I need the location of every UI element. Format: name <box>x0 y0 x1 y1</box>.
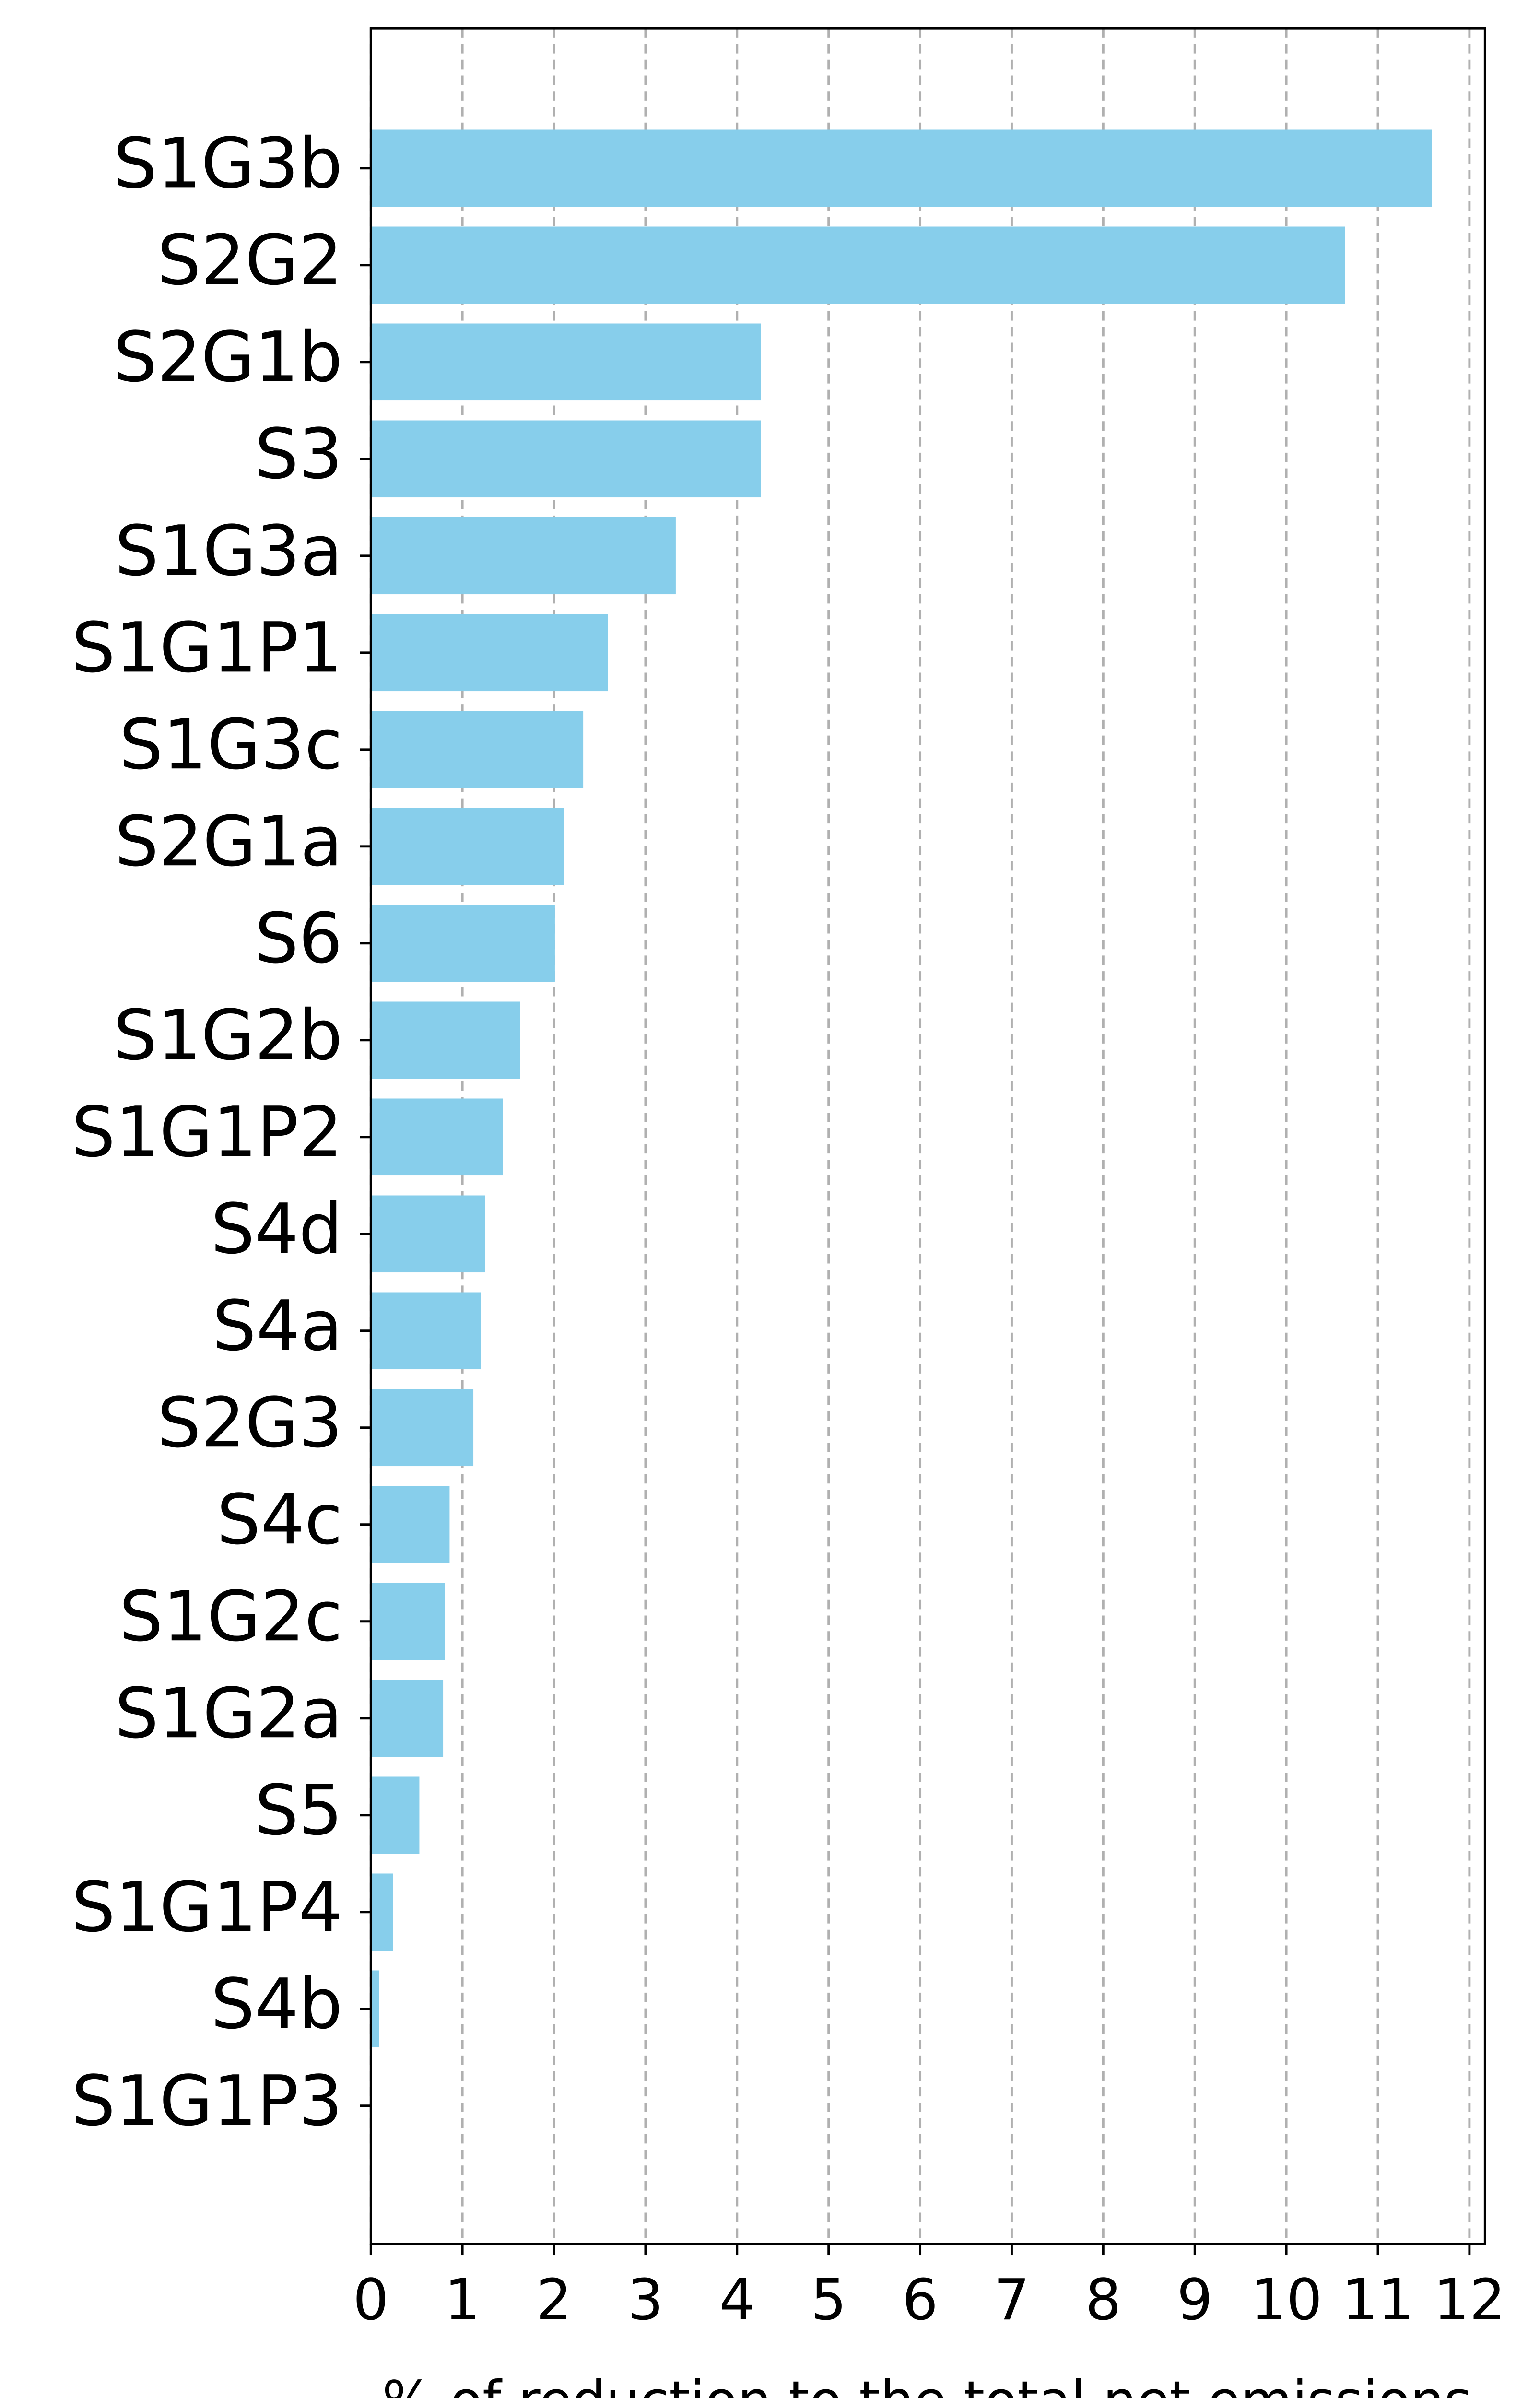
bar <box>371 226 1345 304</box>
bar <box>371 711 584 788</box>
bar <box>371 1583 445 1660</box>
bar <box>371 1292 481 1370</box>
bar <box>371 1680 444 1757</box>
bar <box>371 1970 379 2048</box>
y-tick-label: S2G1a <box>115 801 342 882</box>
plot-area: 0 1 2 3 4 5 6 7 8 9 10 11 12S1G3bS2G2S2G1bS3S1G3aS1G… <box>71 27 1505 2333</box>
bar <box>371 1098 503 1176</box>
bar <box>371 1776 420 1854</box>
y-tick-label: S1G1P4 <box>71 1867 342 1947</box>
y-tick-label: S1G1P2 <box>71 1092 342 1172</box>
bar <box>371 614 608 692</box>
y-tick-label: S4c <box>217 1479 342 1560</box>
x-tick-label: 6 <box>902 2267 938 2333</box>
x-tick-label: 8 <box>1085 2267 1121 2333</box>
x-tick-label: 7 <box>994 2267 1030 2333</box>
y-tick-label: S6 <box>255 898 342 978</box>
y-tick-label: S1G2a <box>115 1673 342 1753</box>
x-tick-label: 9 <box>1177 2267 1213 2333</box>
x-axis-label: % of reduction to the total net emission… <box>382 2370 1472 2398</box>
bar <box>371 323 761 401</box>
plot-frame <box>369 27 1486 2245</box>
x-tick-label: 3 <box>627 2267 663 2333</box>
bar <box>371 1195 485 1273</box>
x-tick-label: 5 <box>811 2267 846 2333</box>
bar <box>371 1389 474 1467</box>
bar <box>371 1001 520 1079</box>
y-tick-label: S1G1P3 <box>71 2060 342 2141</box>
y-tick-label: S1G3a <box>115 510 342 591</box>
bar <box>371 420 761 498</box>
x-tick-label: 11 <box>1342 2267 1414 2333</box>
bar <box>371 1486 450 1563</box>
bar <box>371 1873 393 1951</box>
y-tick-label: S2G2 <box>157 220 343 300</box>
x-tick-label: 4 <box>719 2267 755 2333</box>
y-tick-label: S5 <box>255 1770 342 1850</box>
x-tick-label: 2 <box>536 2267 572 2333</box>
y-tick-label: S4d <box>211 1188 343 1269</box>
x-tick-label: 0 <box>353 2267 389 2333</box>
y-tick-label: S4b <box>211 1963 343 2044</box>
bar <box>371 129 1432 207</box>
y-tick-label: S2G1b <box>113 317 342 397</box>
bar <box>371 808 564 885</box>
x-tick-label: 12 <box>1434 2267 1505 2333</box>
y-tick-label: S2G3 <box>157 1382 343 1463</box>
y-tick-label: S4a <box>212 1285 343 1366</box>
bar <box>371 905 555 982</box>
bar <box>371 517 676 595</box>
y-tick-label: S1G1P1 <box>71 607 342 688</box>
y-tick-label: S1G3b <box>113 123 342 203</box>
y-tick-label: S1G3c <box>119 704 342 785</box>
y-tick-label: S1G2c <box>119 1576 342 1657</box>
y-tick-label: S3 <box>255 413 342 494</box>
y-tick-label: S1G2b <box>113 995 342 1075</box>
x-tick-label: 10 <box>1250 2267 1322 2333</box>
x-tick-label: 1 <box>445 2267 481 2333</box>
